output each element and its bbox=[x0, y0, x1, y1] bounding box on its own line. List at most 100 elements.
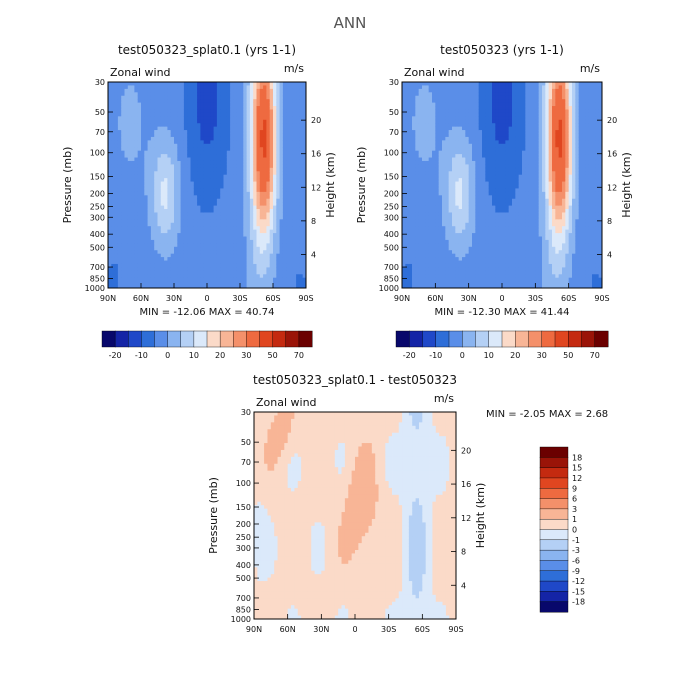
contour-cell bbox=[220, 243, 224, 248]
contour-cell bbox=[164, 130, 168, 134]
contour-cell bbox=[220, 233, 224, 237]
contour-cell bbox=[402, 147, 406, 152]
contour-cell bbox=[448, 233, 453, 237]
contour-cell bbox=[203, 82, 208, 86]
contour-cell bbox=[455, 106, 460, 110]
contour-cell bbox=[256, 239, 261, 244]
contour-cell bbox=[134, 212, 139, 217]
contour-cell bbox=[174, 171, 178, 176]
contour-cell bbox=[448, 126, 453, 131]
contour-cell bbox=[216, 222, 221, 227]
contour-cell bbox=[167, 209, 172, 213]
contour-cell bbox=[256, 243, 261, 248]
contour-cell bbox=[210, 215, 214, 220]
contour-cell bbox=[422, 198, 426, 203]
contour-cell bbox=[164, 191, 168, 196]
contour-cell bbox=[289, 123, 294, 128]
contour-cell bbox=[137, 178, 142, 182]
contour-cell bbox=[299, 260, 304, 265]
contour-cell bbox=[455, 112, 460, 117]
contour-cell bbox=[302, 229, 307, 234]
contour-cell bbox=[296, 123, 300, 128]
contour-cell bbox=[154, 246, 158, 251]
contour-cell bbox=[226, 229, 231, 234]
contour-cell bbox=[428, 150, 433, 155]
contour-cell bbox=[134, 195, 139, 200]
contour-cell bbox=[114, 185, 119, 189]
contour-cell bbox=[442, 164, 446, 169]
contour-cell bbox=[402, 212, 406, 217]
contour-cell bbox=[220, 209, 224, 213]
contour-cell bbox=[249, 253, 254, 258]
contour-cell bbox=[117, 123, 122, 128]
contour-cell bbox=[180, 188, 185, 193]
contour-cell bbox=[131, 243, 135, 248]
contour-cell bbox=[452, 102, 456, 107]
contour-cell bbox=[108, 188, 112, 193]
contour-cell bbox=[183, 274, 188, 279]
contour-cell bbox=[226, 281, 231, 285]
contour-cell bbox=[302, 133, 307, 138]
contour-cell bbox=[276, 236, 280, 241]
contour-cell bbox=[465, 274, 470, 279]
contour-cell bbox=[216, 126, 221, 131]
contour-cell bbox=[299, 140, 304, 145]
contour-cell bbox=[405, 157, 410, 162]
contour-cell bbox=[279, 126, 284, 131]
contour-cell bbox=[137, 202, 142, 206]
contour-cell bbox=[256, 99, 261, 103]
contour-cell bbox=[233, 222, 238, 227]
contour-cell bbox=[425, 198, 430, 203]
contour-cell bbox=[269, 260, 274, 265]
contour-cell bbox=[422, 167, 426, 172]
contour-cell bbox=[296, 154, 300, 158]
contour-cell bbox=[236, 178, 241, 182]
contour-cell bbox=[253, 102, 257, 107]
contour-cell bbox=[472, 239, 476, 244]
contour-cell bbox=[259, 99, 264, 103]
contour-cell bbox=[200, 95, 205, 100]
contour-cell bbox=[292, 243, 297, 248]
contour-cell bbox=[299, 123, 304, 128]
contour-cell bbox=[445, 267, 450, 272]
contour-cell bbox=[425, 95, 430, 100]
contour-cell bbox=[249, 222, 254, 227]
contour-cell bbox=[289, 215, 294, 220]
contour-cell bbox=[141, 178, 145, 182]
contour-cell bbox=[418, 215, 423, 220]
contour-cell bbox=[292, 226, 297, 231]
contour-cell bbox=[111, 219, 115, 224]
contour-cell bbox=[147, 150, 152, 155]
contour-cell bbox=[200, 181, 205, 186]
contour-cell bbox=[292, 198, 297, 203]
contour-cell bbox=[405, 160, 410, 165]
contour-cell bbox=[203, 147, 208, 152]
contour-cell bbox=[207, 191, 211, 196]
contour-cell bbox=[462, 277, 466, 282]
contour-cell bbox=[203, 250, 208, 255]
contour-cell bbox=[164, 233, 168, 237]
contour-cell bbox=[180, 85, 185, 90]
contour-cell bbox=[405, 270, 410, 275]
contour-cell bbox=[428, 154, 433, 158]
contour-cell bbox=[415, 185, 420, 189]
contour-cell bbox=[435, 209, 440, 213]
contour-cell bbox=[150, 243, 155, 248]
contour-cell bbox=[472, 167, 476, 172]
contour-cell bbox=[190, 160, 195, 165]
contour-cell bbox=[425, 133, 430, 138]
contour-cell bbox=[223, 88, 228, 93]
contour-cell bbox=[296, 178, 300, 182]
contour-cell bbox=[243, 281, 247, 285]
contour-cell bbox=[246, 226, 251, 231]
contour-cell bbox=[170, 109, 175, 114]
contour-cell bbox=[216, 205, 221, 210]
contour-cell bbox=[216, 233, 221, 237]
contour-cell bbox=[177, 233, 181, 237]
contour-cell bbox=[193, 267, 198, 272]
contour-cell bbox=[468, 277, 473, 282]
contour-cell bbox=[226, 233, 231, 237]
contour-cell bbox=[131, 112, 135, 117]
contour-cell bbox=[233, 260, 238, 265]
contour-cell bbox=[167, 215, 172, 220]
